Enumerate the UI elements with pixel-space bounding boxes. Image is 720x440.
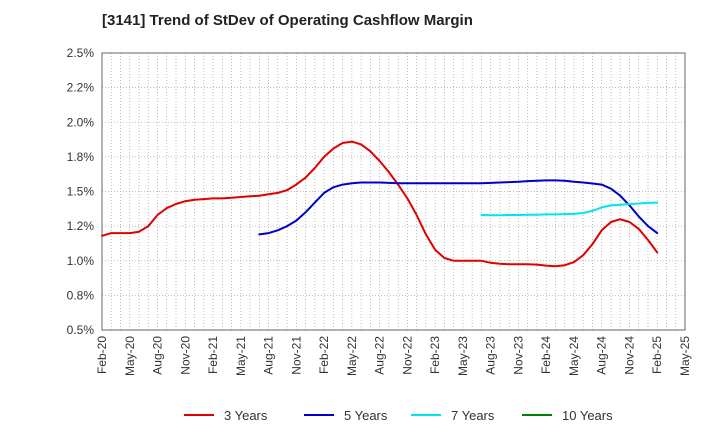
x-tick-label: Aug-23: [484, 336, 498, 375]
series-line-5-years: [258, 179, 659, 236]
x-tick-label: Feb-25: [650, 336, 664, 374]
y-tick-label: 1.0%: [67, 254, 95, 268]
x-tick-label: Feb-23: [428, 336, 442, 374]
y-tick-label: 1.5%: [67, 185, 95, 199]
x-tick-label: May-22: [345, 336, 359, 376]
x-tick-label: Aug-20: [151, 336, 165, 375]
series-line-7-years: [480, 201, 659, 217]
x-tick-label: Nov-22: [400, 336, 414, 375]
chart-title: [3141] Trend of StDev of Operating Cashf…: [102, 12, 473, 29]
x-tick-label: Feb-22: [317, 336, 331, 374]
legend-label: 7 Years: [451, 408, 495, 423]
x-tick-label: Nov-21: [289, 336, 303, 375]
x-tick-label: May-25: [678, 336, 692, 376]
x-tick-label: Nov-24: [622, 336, 636, 375]
x-tick-label: Nov-20: [178, 336, 192, 375]
y-tick-label: 0.8%: [67, 288, 95, 302]
y-tick-label: 1.2%: [67, 219, 95, 233]
y-tick-label: 1.8%: [67, 150, 95, 164]
x-tick-label: May-23: [456, 336, 470, 376]
x-tick-label: Aug-24: [595, 336, 609, 375]
y-tick-label: 2.2%: [67, 81, 95, 95]
plot-border: [101, 52, 686, 331]
legend-label: 10 Years: [562, 408, 613, 423]
y-tick-label: 2.5%: [67, 46, 95, 60]
x-tick-label: Feb-20: [95, 336, 109, 374]
x-tick-label: May-21: [234, 336, 248, 376]
x-tick-label: Aug-22: [373, 336, 387, 375]
x-tick-label: Aug-21: [262, 336, 276, 375]
x-tick-label: Feb-24: [539, 336, 553, 374]
series-line-3-years: [101, 140, 659, 268]
y-tick-label: 0.5%: [67, 323, 95, 337]
legend-label: 5 Years: [344, 408, 388, 423]
legend-label: 3 Years: [224, 408, 268, 423]
x-tick-label: Nov-23: [511, 336, 525, 375]
x-tick-label: May-24: [567, 336, 581, 376]
y-tick-label: 2.0%: [67, 115, 95, 129]
x-tick-label: May-20: [123, 336, 137, 376]
x-tick-label: Feb-21: [206, 336, 220, 374]
